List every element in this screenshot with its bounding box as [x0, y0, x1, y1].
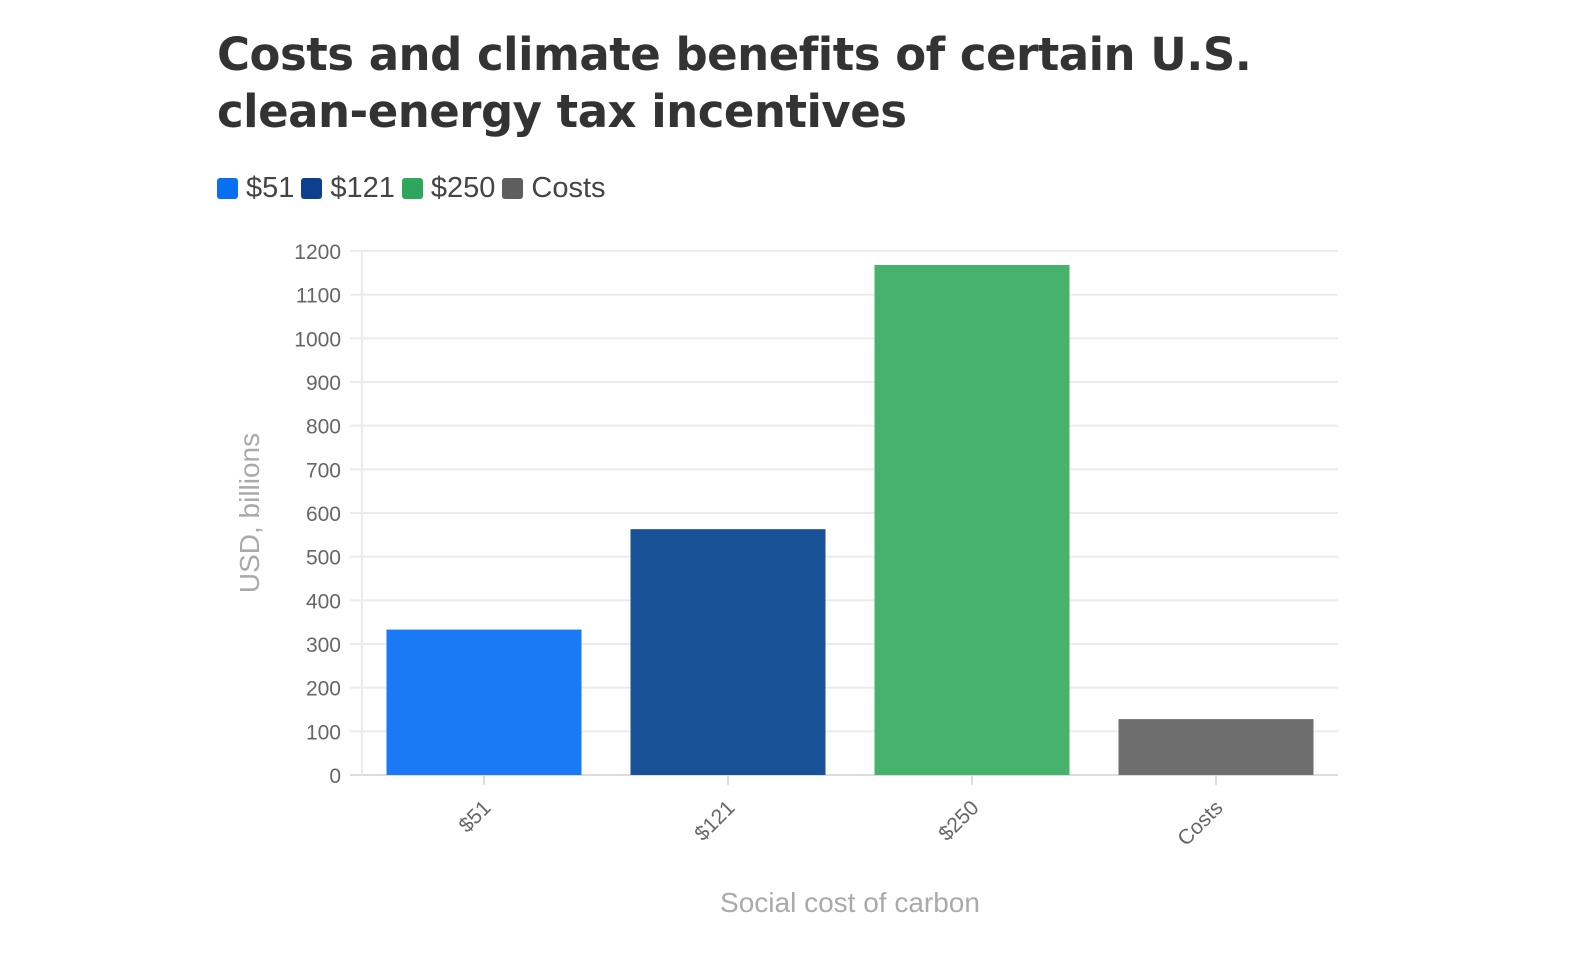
legend-item[interactable]: Costs	[502, 172, 606, 205]
legend-label: $121	[330, 172, 395, 204]
bar	[874, 264, 1070, 775]
legend-swatch	[502, 178, 524, 199]
x-axis-title: Social cost of carbon	[720, 887, 980, 918]
legend-item[interactable]: $51	[217, 172, 294, 205]
x-tick-label: $121	[690, 796, 739, 845]
y-tick-label: 500	[306, 547, 341, 570]
bar	[1118, 719, 1314, 775]
legend-item[interactable]: $121	[301, 172, 395, 205]
bar	[386, 629, 582, 775]
y-tick-label: 900	[306, 372, 341, 395]
y-tick-label: 1200	[294, 241, 341, 264]
y-tick-label: 0	[329, 765, 341, 788]
x-tick-label: Costs	[1173, 796, 1227, 850]
legend-label: Costs	[531, 172, 606, 204]
legend: $51 $121 $250 Costs	[217, 172, 613, 205]
y-tick-label: 300	[306, 634, 341, 657]
legend-swatch	[401, 178, 423, 199]
y-tick-label: 200	[306, 678, 341, 701]
y-tick-label: 800	[306, 416, 341, 439]
legend-swatch	[217, 178, 238, 199]
legend-item[interactable]: $250	[401, 172, 496, 205]
chart-title: Costs and climate benefits of certain U.…	[217, 28, 1252, 138]
y-tick-label: 1000	[294, 328, 341, 351]
y-tick-label: 600	[306, 503, 341, 526]
bar	[630, 529, 826, 775]
legend-swatch	[301, 178, 323, 199]
y-tick-label: 100	[306, 721, 341, 744]
y-tick-label: 400	[306, 590, 341, 613]
legend-label: $51	[246, 172, 295, 204]
x-tick-label: $250	[934, 796, 983, 845]
y-tick-label: 700	[306, 459, 341, 482]
x-tick-label: $51	[454, 796, 495, 837]
y-tick-label: 1100	[296, 285, 341, 308]
legend-label: $250	[430, 172, 496, 204]
y-axis-title: USD, billions	[234, 433, 265, 593]
